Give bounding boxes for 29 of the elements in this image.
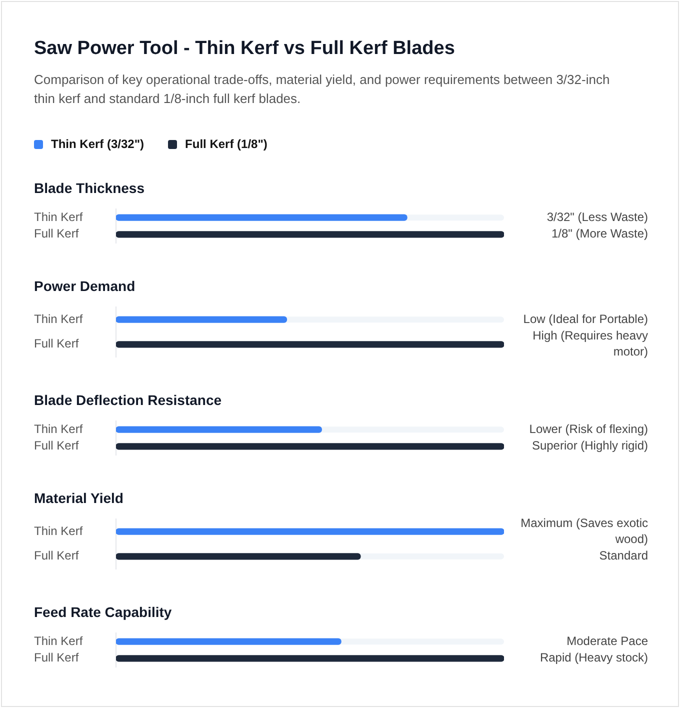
- text: Superior (Highly rigid): [532, 438, 648, 453]
- text: Rapid (Heavy stock): [540, 650, 648, 665]
- y-tick-label: Thin Kerf: [34, 634, 84, 648]
- legend-label: Full Kerf (1/8"): [185, 137, 268, 151]
- y-tick-label: Full Kerf: [34, 226, 80, 241]
- text: Standard: [599, 548, 648, 563]
- y-tick-label: Thin Kerf: [34, 524, 84, 538]
- text: Maximum (Saves exotic wood): [520, 516, 648, 546]
- y-tick-label: Full Kerf: [34, 650, 80, 665]
- text: Material Yield: [34, 490, 124, 506]
- text: Power Demand: [34, 278, 136, 294]
- text: Moderate Pace: [566, 634, 648, 648]
- y-tick-label: Full Kerf: [34, 336, 80, 351]
- y-tick-label: Thin Kerf: [34, 210, 84, 224]
- text: High (Requires heavy motor): [532, 328, 648, 359]
- legend-label: Thin Kerf (3/32"): [51, 137, 144, 151]
- y-tick-label: Thin Kerf: [34, 312, 84, 326]
- chart-title: Saw Power Tool - Thin Kerf vs Full Kerf Blades: [34, 38, 456, 60]
- y-tick-label: Full Kerf: [34, 438, 80, 453]
- text: Lower (Risk of flexing): [529, 422, 648, 436]
- text: Feed Rate Capability: [34, 604, 173, 620]
- text: Low (Ideal for Portable): [523, 312, 648, 326]
- text: 3/32" (Less Waste): [546, 210, 648, 224]
- text: Blade Thickness: [34, 180, 146, 196]
- y-tick-label: Full Kerf: [34, 548, 80, 563]
- y-tick-label: Thin Kerf: [34, 422, 84, 436]
- text: 1/8" (More Waste): [551, 226, 648, 241]
- chart-subtitle: Comparison of key operational trade-offs, material yield, and power requirements between 3/32-inch thin kerf and standard 1/8-inch full kerf blades.: [34, 71, 611, 108]
- text: Blade Deflection Resistance: [34, 392, 223, 408]
